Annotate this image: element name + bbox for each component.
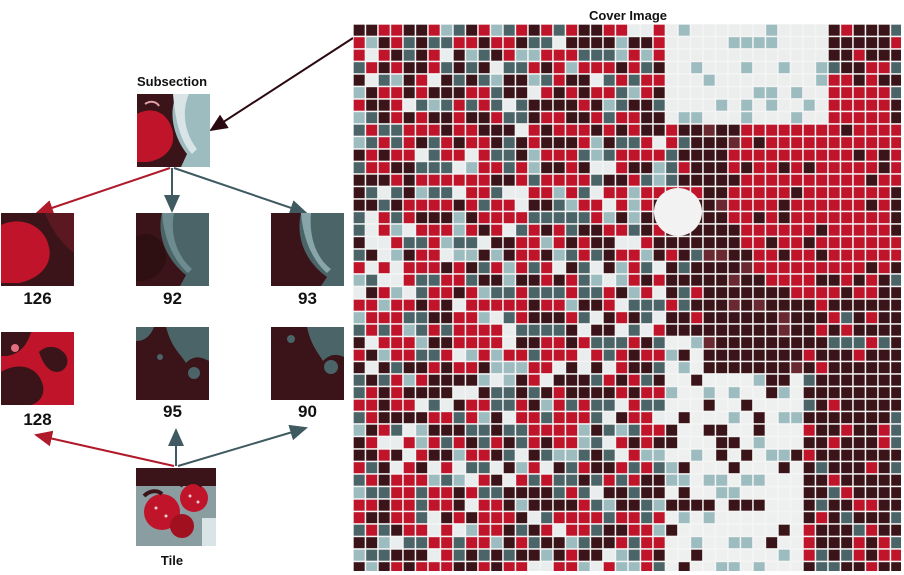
arrow-tile-to-128 [34, 430, 175, 467]
arrow-subsection-to-93 [173, 167, 308, 216]
score-label: 126 [23, 289, 52, 308]
arrow-subsection-to-126 [35, 167, 171, 216]
candidate-90-thumbnail [271, 327, 344, 400]
subsection-label: Subsection [136, 74, 208, 89]
candidate-128-thumbnail [1, 332, 74, 405]
arrow-cover-to-subsection [209, 37, 354, 132]
score-label: 92 [163, 289, 182, 308]
tile-label: Tile [160, 553, 184, 568]
candidate-126-thumbnail [1, 213, 74, 286]
arrow-tile-to-90 [177, 424, 308, 467]
score-label: 93 [298, 289, 317, 308]
candidate-95-thumbnail [136, 327, 209, 400]
score-label: 128 [23, 410, 52, 429]
tile-thumbnail [136, 468, 216, 546]
subsection-thumbnail [137, 94, 210, 167]
candidate-92-thumbnail [136, 213, 209, 286]
cover-image-title: Cover Image [588, 8, 668, 23]
score-label: 90 [298, 402, 317, 421]
cover-image-mosaic [353, 24, 901, 571]
candidate-93-thumbnail [271, 213, 344, 286]
score-label: 95 [163, 402, 182, 421]
